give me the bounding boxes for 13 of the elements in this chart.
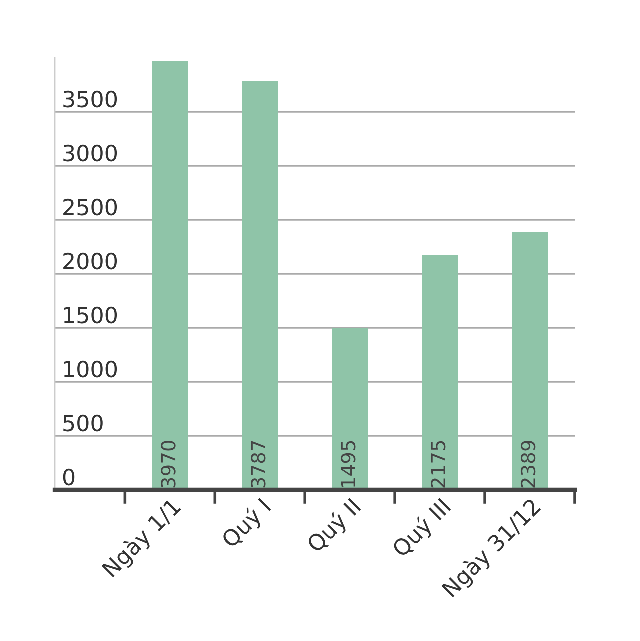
- y-tick-label: 1500: [64, 306, 118, 324]
- y-tick-label: 0: [63, 468, 75, 486]
- y-tick-label: 2000: [64, 252, 118, 270]
- data-label: 3970: [161, 440, 176, 488]
- y-tick-label: 2500: [64, 198, 118, 216]
- y-tick-label: 3000: [64, 144, 118, 162]
- y-tick-label: 3500: [64, 90, 118, 108]
- data-label: 1495: [341, 441, 356, 487]
- y-tick-label: 500: [64, 414, 103, 432]
- data-label: 3787: [251, 441, 266, 488]
- data-label: 2175: [430, 441, 446, 488]
- data-label: 2389: [520, 441, 536, 488]
- y-tick-label: 1000: [64, 360, 118, 378]
